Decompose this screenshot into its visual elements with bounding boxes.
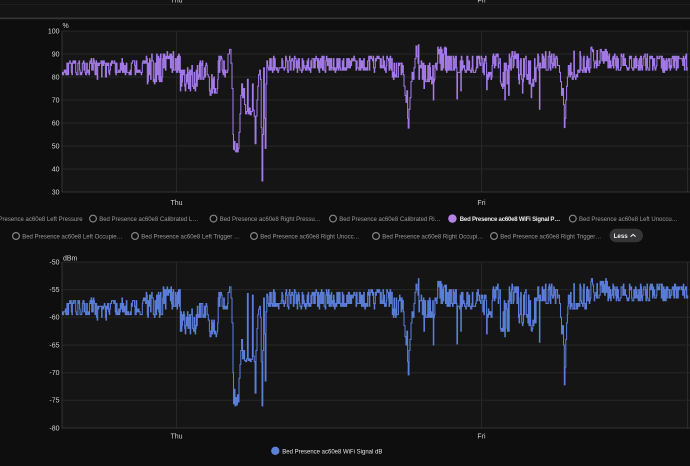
svg-text:Bed Presence ac60e8 WiFi Signa: Bed Presence ac60e8 WiFi Signal dB bbox=[282, 449, 382, 455]
svg-text:Bed Presence ac60e8 Right Occu: Bed Presence ac60e8 Right Occupi… bbox=[382, 235, 483, 241]
svg-text:Bed Presence ac60e8 Right Trig: Bed Presence ac60e8 Right Trigger… bbox=[500, 235, 601, 241]
svg-text:-65: -65 bbox=[49, 342, 59, 349]
svg-text:Bed Presence ac60e8 Left Unocc: Bed Presence ac60e8 Left Unoccu… bbox=[579, 217, 678, 223]
svg-text:Bed Presence ac60e8 Calibrated: Bed Presence ac60e8 Calibrated L… bbox=[99, 217, 198, 223]
svg-text:Fri: Fri bbox=[477, 0, 486, 5]
svg-text:Thu: Thu bbox=[170, 200, 182, 207]
svg-text:-70: -70 bbox=[49, 370, 59, 377]
svg-text:dBm: dBm bbox=[63, 256, 78, 263]
svg-text:Bed Presence ac60e8 Left Occup: Bed Presence ac60e8 Left Occupie… bbox=[22, 235, 122, 241]
svg-text:Fri: Fri bbox=[477, 433, 486, 440]
svg-text:90: 90 bbox=[52, 51, 60, 58]
svg-text:%: % bbox=[63, 23, 69, 30]
svg-text:-75: -75 bbox=[49, 398, 59, 405]
svg-text:40: 40 bbox=[52, 166, 60, 173]
svg-text:Bed Presence ac60e8 Right Pres: Bed Presence ac60e8 Right Pressu… bbox=[220, 217, 321, 223]
svg-text:-55: -55 bbox=[49, 287, 59, 294]
svg-text:Less: Less bbox=[614, 233, 629, 240]
svg-text:-80: -80 bbox=[49, 425, 59, 432]
svg-text:100: 100 bbox=[48, 28, 60, 35]
svg-text:-50: -50 bbox=[49, 259, 59, 266]
svg-text:80: 80 bbox=[52, 74, 60, 81]
svg-text:Bed Presence ac60e8 Left Press: Bed Presence ac60e8 Left Pressure bbox=[0, 217, 83, 223]
svg-text:-60: -60 bbox=[49, 315, 59, 322]
svg-text:70: 70 bbox=[52, 97, 60, 104]
svg-text:Bed Presence ac60e8 Left Trigg: Bed Presence ac60e8 Left Trigger … bbox=[141, 235, 240, 241]
svg-text:Bed Presence ac60e8 Right Unoc: Bed Presence ac60e8 Right Unocc… bbox=[260, 235, 359, 241]
svg-text:30: 30 bbox=[52, 189, 60, 196]
svg-text:Thu: Thu bbox=[170, 433, 182, 440]
svg-text:Bed Presence ac60e8 WiFi Signa: Bed Presence ac60e8 WiFi Signal P… bbox=[460, 217, 560, 223]
svg-text:Bed Presence ac60e8 Calibrated: Bed Presence ac60e8 Calibrated Ri… bbox=[339, 217, 440, 223]
svg-text:50: 50 bbox=[52, 143, 60, 150]
svg-text:Fri: Fri bbox=[477, 200, 486, 207]
svg-text:Thu: Thu bbox=[170, 0, 182, 5]
svg-text:60: 60 bbox=[52, 120, 60, 127]
